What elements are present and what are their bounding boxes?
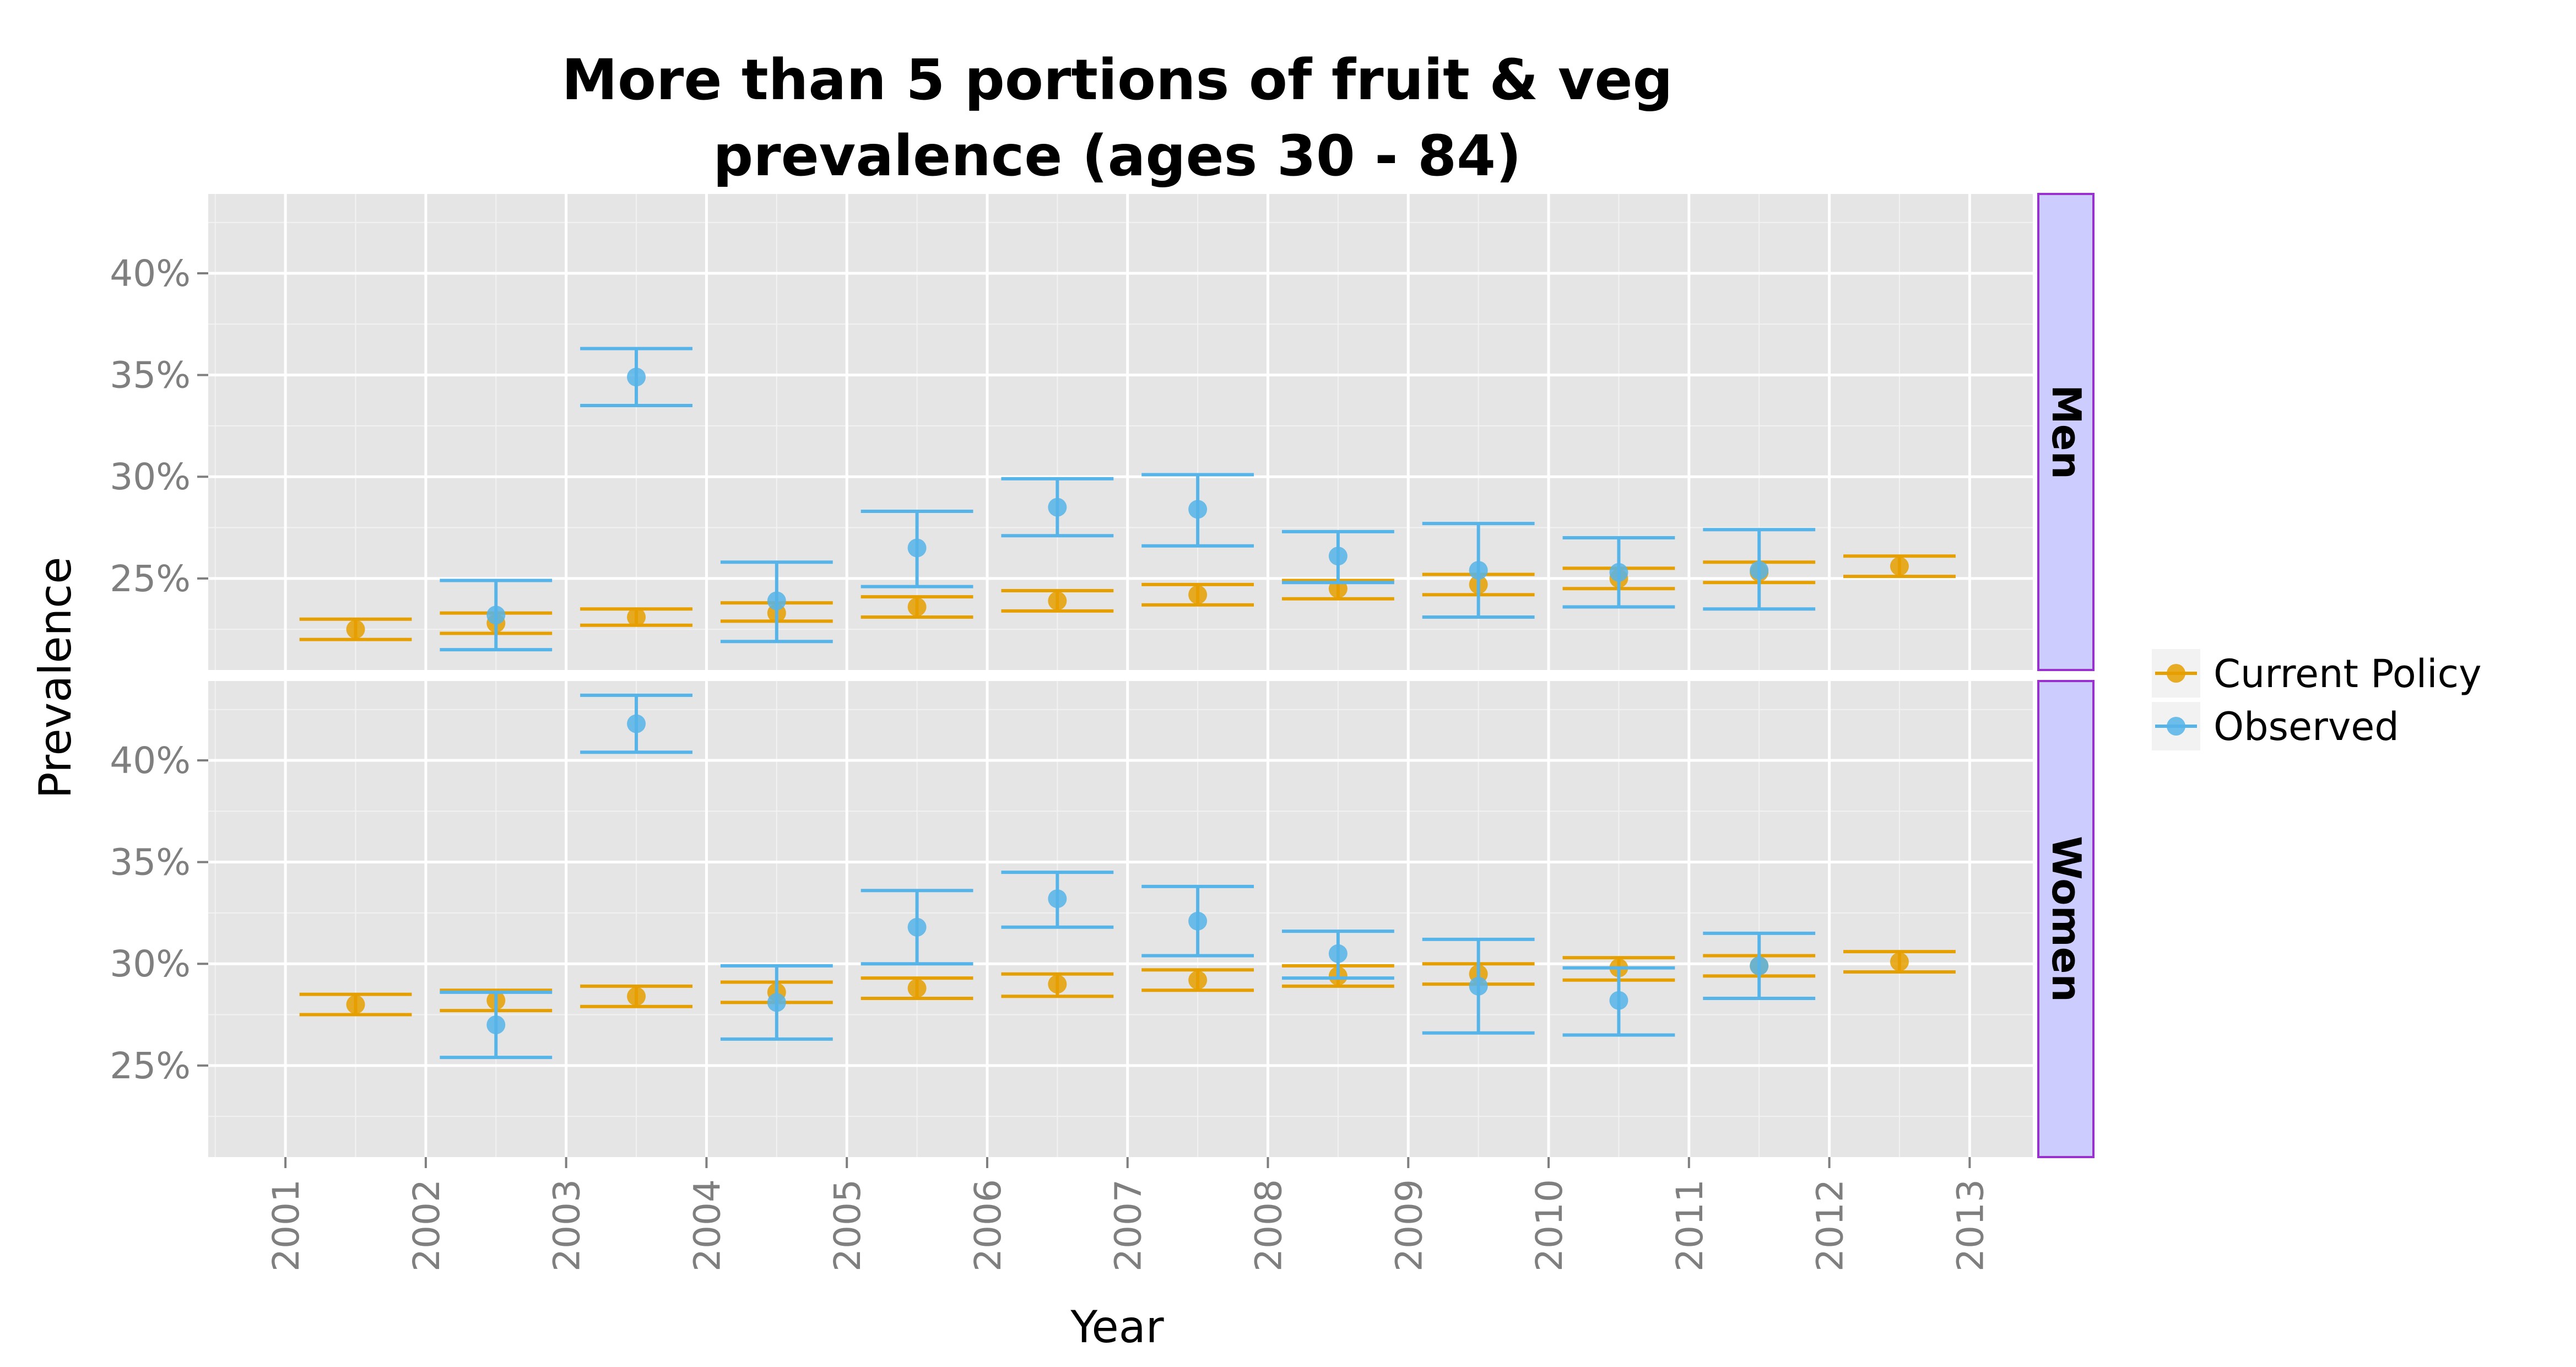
data-point <box>627 987 646 1006</box>
legend-key-point <box>2167 717 2185 736</box>
data-point <box>627 368 646 387</box>
chart-title-line-2: prevalence (ages 30 - 84) <box>713 123 1521 189</box>
legend-entry-observed: Observed <box>2214 704 2399 749</box>
data-point <box>346 995 365 1014</box>
data-point <box>346 620 365 639</box>
x-tick-label: 2002 <box>405 1179 448 1272</box>
data-point <box>1609 991 1628 1010</box>
data-point <box>1750 956 1769 975</box>
x-tick-label: 2010 <box>1528 1179 1571 1272</box>
data-point <box>1469 976 1488 996</box>
x-axis: 2001 2002 2003 2004 2005 2006 2007 2008 2009 2010… <box>265 1157 1991 1272</box>
y-tick-label: 25% <box>110 1045 191 1087</box>
y-axis-label: Prevalence <box>30 557 81 799</box>
x-tick-label: 2005 <box>826 1179 869 1272</box>
x-tick-label: 2001 <box>265 1179 307 1272</box>
data-point <box>1048 975 1067 994</box>
data-point <box>767 591 786 610</box>
data-point <box>1048 498 1067 517</box>
data-point <box>907 917 927 937</box>
strip-background <box>2037 680 2095 1158</box>
data-point <box>1188 970 1208 990</box>
data-point <box>1188 585 1208 604</box>
data-point <box>486 606 506 625</box>
data-point <box>907 538 927 558</box>
facet-panels: 25% 30% 35% 40% Men 25% 30% 35% 40% Women <box>110 193 2095 1158</box>
data-point <box>1469 561 1488 580</box>
data-point <box>627 608 646 626</box>
x-axis-label: Year <box>1070 1301 1163 1353</box>
x-tick-label: 2008 <box>1248 1179 1290 1272</box>
legend-entry-current-policy: Current Policy <box>2214 651 2482 696</box>
facet-panel-women: 25% 30% 35% 40% Women <box>110 680 2095 1158</box>
data-point <box>1890 556 1909 576</box>
data-point <box>907 597 927 617</box>
data-point <box>627 714 646 733</box>
y-tick-label: 35% <box>110 354 191 397</box>
y-tick-label: 25% <box>110 558 191 600</box>
y-tick-label: 30% <box>110 943 191 985</box>
data-point <box>1048 591 1067 610</box>
chart-title-line-1: More than 5 portions of fruit & veg <box>561 47 1673 113</box>
strip-background <box>2037 193 2095 671</box>
x-tick-label: 2004 <box>686 1179 728 1272</box>
legend: Current Policy Observed <box>2152 649 2482 750</box>
strip-label-men: Men <box>2043 385 2090 479</box>
data-point <box>1609 563 1628 582</box>
data-point <box>907 979 927 998</box>
y-tick-label: 40% <box>110 739 191 782</box>
data-point <box>1188 911 1208 931</box>
legend-key-point <box>2167 664 2185 683</box>
x-tick-label: 2011 <box>1669 1179 1711 1272</box>
x-tick-label: 2013 <box>1949 1179 1991 1272</box>
data-point <box>1750 561 1769 580</box>
series-observed <box>440 347 1816 652</box>
data-point <box>767 993 786 1012</box>
x-tick-label: 2006 <box>967 1179 1009 1272</box>
data-point <box>1890 952 1909 971</box>
series-current-policy <box>299 950 1956 1017</box>
series-observed <box>440 693 1816 1060</box>
x-tick-label: 2012 <box>1809 1179 1852 1272</box>
data-point <box>1328 944 1347 963</box>
strip-label-women: Women <box>2043 836 2090 1002</box>
x-tick-label: 2009 <box>1388 1179 1430 1272</box>
data-point <box>1048 889 1067 909</box>
facet-panel-men: 25% 30% 35% 40% Men <box>110 193 2095 671</box>
data-point <box>1188 500 1208 519</box>
x-tick-label: 2003 <box>546 1179 588 1272</box>
y-tick-label: 40% <box>110 252 191 295</box>
data-point <box>1328 547 1347 566</box>
x-tick-label: 2007 <box>1107 1179 1150 1272</box>
data-point <box>486 1015 506 1034</box>
y-tick-label: 35% <box>110 841 191 884</box>
y-tick-label: 30% <box>110 456 191 498</box>
